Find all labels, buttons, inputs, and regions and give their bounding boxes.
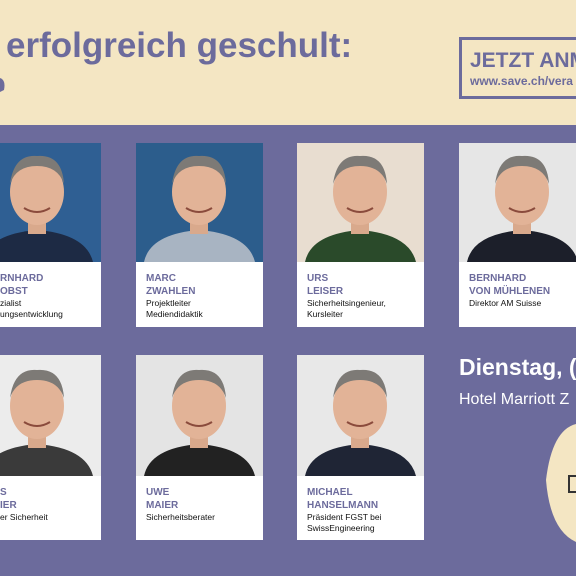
title: erfolgreich geschult: — [6, 26, 353, 65]
speaker-role: SwissEngineering — [307, 523, 375, 533]
cta-title: JETZT ANM — [470, 49, 576, 72]
speaker-name: OBST — [0, 286, 28, 297]
speaker-text: RNHARD OBST zialist ungsentwicklung — [0, 272, 99, 320]
speaker-name: MAIER — [146, 500, 179, 511]
speaker-card: UWE MAIER Sicherheitsberater — [136, 355, 263, 540]
speaker-name: HANSELMANN — [307, 500, 379, 511]
speaker-photo — [0, 143, 101, 262]
speaker-name: S — [0, 487, 7, 498]
speaker-text: URS LEISER Sicherheitsingenieur, Kursleiter — [307, 272, 422, 320]
speaker-text: MARC ZWAHLEN Projektleiter Mediendidaktik — [146, 272, 261, 320]
speaker-card: MICHAEL HANSELMANN Präsident FGST bei Swiss… — [297, 355, 424, 540]
speaker-photo — [297, 355, 424, 476]
speaker-name: BERNHARD — [469, 273, 527, 284]
speaker-card: MARC ZWAHLEN Projektleiter Mediendidaktik — [136, 143, 263, 327]
speaker-text: MICHAEL HANSELMANN Präsident FGST bei Swiss… — [307, 486, 422, 534]
speaker-name: URS — [307, 273, 329, 284]
speaker-photo — [0, 355, 101, 476]
speaker-photo — [136, 143, 263, 262]
speaker-name: RNHARD — [0, 273, 44, 284]
glyph-fragment — [0, 78, 5, 92]
speaker-name: MARC — [146, 273, 176, 284]
cta-box[interactable]: JETZT ANM www.save.ch/vera — [459, 37, 576, 99]
speaker-photo — [136, 355, 263, 476]
speaker-role: Projektleiter — [146, 298, 191, 308]
cta-url: www.save.ch/vera — [470, 74, 573, 88]
speaker-text: UWE MAIER Sicherheitsberater — [146, 486, 261, 523]
speaker-role: Kursleiter — [307, 309, 343, 319]
speaker-role: Direktor AM Suisse — [469, 298, 542, 308]
speaker-text: S IER er Sicherheit — [0, 486, 99, 523]
speaker-role: ungsentwicklung — [0, 309, 63, 319]
header-band: erfolgreich geschult: JETZT ANM www.save… — [0, 0, 576, 125]
speaker-role: Mediendidaktik — [146, 309, 203, 319]
event-date: Dienstag, ( — [459, 354, 576, 380]
speaker-name: LEISER — [307, 286, 344, 297]
speaker-name: VON MÜHLENEN — [469, 286, 551, 297]
speaker-role: zialist — [0, 298, 22, 308]
speaker-role: er Sicherheit — [0, 512, 48, 522]
speaker-card: RNHARD OBST zialist ungsentwicklung — [0, 143, 101, 327]
speaker-role: Sicherheitsingenieur, — [307, 298, 386, 308]
speaker-photo — [297, 143, 424, 262]
speaker-card: URS LEISER Sicherheitsingenieur, Kursleiter — [297, 143, 424, 327]
event-venue: Hotel Marriott Z — [459, 391, 570, 408]
speaker-name: IER — [0, 500, 17, 511]
speaker-card: BERNHARD VON MÜHLENEN Direktor AM Suisse — [459, 143, 576, 327]
speaker-text: BERNHARD VON MÜHLENEN Direktor AM Suisse — [469, 272, 576, 309]
badge — [546, 424, 576, 542]
speaker-card: S IER er Sicherheit — [0, 355, 101, 540]
speaker-role: Sicherheitsberater — [146, 512, 215, 522]
speaker-photo — [459, 143, 576, 262]
speaker-name: ZWAHLEN — [146, 286, 196, 297]
speaker-name: UWE — [146, 487, 170, 498]
speaker-name: MICHAEL — [307, 487, 353, 498]
speaker-role: Präsident FGST bei — [307, 512, 382, 522]
